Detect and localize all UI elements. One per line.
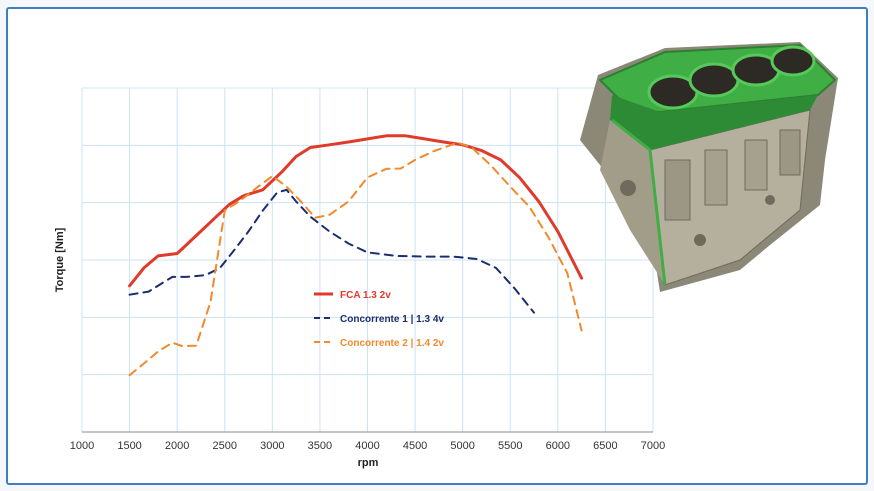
x-tick-label-7000: 7000 bbox=[641, 440, 665, 452]
cylinder-bore-2 bbox=[688, 62, 740, 98]
engine-block-image bbox=[580, 42, 838, 292]
legend-label-3: Concorrente 2 | 1.4 2v bbox=[340, 338, 444, 349]
series-lines bbox=[128, 134, 584, 377]
x-tick-label-2000: 2000 bbox=[165, 440, 189, 452]
y-axis-label: Torque [Nm] bbox=[54, 227, 66, 292]
series-line-2 bbox=[128, 188, 535, 314]
x-tick-label-5000: 5000 bbox=[450, 440, 474, 452]
series-line-1 bbox=[128, 134, 584, 288]
x-tick-label-3500: 3500 bbox=[308, 440, 332, 452]
x-tick-label-6500: 6500 bbox=[593, 440, 617, 452]
x-tick-label-2500: 2500 bbox=[213, 440, 237, 452]
legend: FCA 1.3 2v Concorrente 1 | 1.3 4v Concorre… bbox=[314, 290, 444, 349]
x-tick-label-6000: 6000 bbox=[546, 440, 570, 452]
cylinder-bore-4 bbox=[770, 45, 816, 77]
x-tick-label-4000: 4000 bbox=[355, 440, 379, 452]
x-tick-labels: 1000 1500 2000 2500 3000 3500 4000 4500 5000 5500… bbox=[70, 440, 665, 452]
legend-label-1: FCA 1.3 2v bbox=[340, 290, 391, 301]
x-axis-label: rpm bbox=[358, 457, 379, 469]
x-tick-label-4500: 4500 bbox=[403, 440, 427, 452]
x-tick-label-3000: 3000 bbox=[260, 440, 284, 452]
x-tick-label-1500: 1500 bbox=[117, 440, 141, 452]
series-line-3 bbox=[128, 141, 583, 377]
x-tick-label-1000: 1000 bbox=[70, 440, 94, 452]
x-tick-label-5500: 5500 bbox=[498, 440, 522, 452]
legend-label-2: Concorrente 1 | 1.3 4v bbox=[340, 314, 444, 325]
